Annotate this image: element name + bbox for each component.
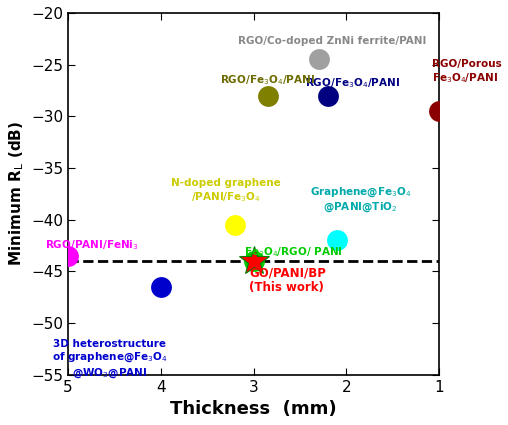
Text: RGO/Co-doped ZnNi ferrite/PANI: RGO/Co-doped ZnNi ferrite/PANI — [238, 36, 427, 45]
Text: Graphene@Fe$_3$O$_4$
@PANI@TiO$_2$: Graphene@Fe$_3$O$_4$ @PANI@TiO$_2$ — [309, 186, 411, 215]
Text: N-doped graphene
/PANI/Fe$_3$O$_4$: N-doped graphene /PANI/Fe$_3$O$_4$ — [171, 178, 281, 204]
X-axis label: Thickness  (mm): Thickness (mm) — [170, 400, 337, 418]
Text: Fe$_3$O$_4$/RGO/ PANI: Fe$_3$O$_4$/RGO/ PANI — [244, 246, 343, 259]
Text: RGO/Fe$_3$O$_4$/PANI: RGO/Fe$_3$O$_4$/PANI — [220, 73, 315, 87]
Text: 3D heterostructure
of graphene@Fe$_3$O$_4$
@WO$_3$@PANI: 3D heterostructure of graphene@Fe$_3$O$_… — [52, 339, 168, 380]
Text: RGO/PANI/FeNi$_3$: RGO/PANI/FeNi$_3$ — [45, 238, 138, 252]
Y-axis label: Minimum R$_\mathrm{L}$ (dB): Minimum R$_\mathrm{L}$ (dB) — [7, 121, 25, 266]
Text: RGO/Porous
Fe$_3$O$_4$/PANI: RGO/Porous Fe$_3$O$_4$/PANI — [432, 60, 501, 85]
Text: RGO/Fe$_3$O$_4$/PANI: RGO/Fe$_3$O$_4$/PANI — [305, 76, 400, 91]
Text: GO/PANI/BP
(This work): GO/PANI/BP (This work) — [249, 266, 326, 294]
